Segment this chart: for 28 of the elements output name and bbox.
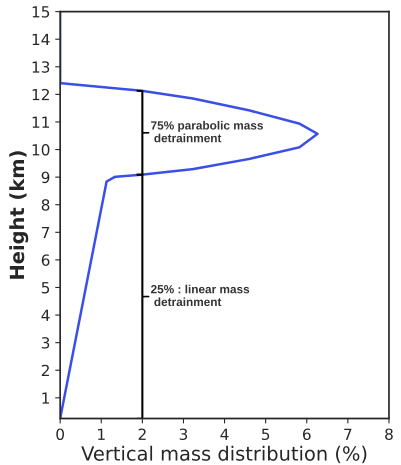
x-tick-label: 0 (56, 428, 64, 440)
y-tick-label: 12 (32, 88, 49, 100)
y-tick-label: 6 (42, 254, 50, 266)
y-tick-label: 7 (42, 226, 50, 238)
x-axis-title: Vertical mass distribution (%) (81, 446, 366, 464)
y-tick-label: 1 (42, 392, 50, 404)
y-tick-label: 14 (32, 34, 50, 46)
y-tick-label: 3 (42, 337, 50, 349)
y-tick-label: 2 (42, 364, 49, 376)
x-tick-label: 5 (262, 428, 270, 440)
y-tick-label: 5 (42, 282, 50, 294)
y-tick-label: 10 (32, 144, 50, 156)
y-tick-label: 8 (42, 199, 50, 211)
x-tick-label: 4 (220, 428, 229, 440)
annotation: 75% parabolic mass detrainment (151, 120, 263, 142)
x-tick-label: 8 (385, 428, 393, 440)
y-tick-label: 4 (41, 310, 50, 321)
x-tick-label: 6 (302, 428, 311, 440)
annotation: 25% : linear mass detrainment (150, 284, 250, 306)
y-tick-label: 11 (32, 116, 50, 128)
y-tick-label: 9 (42, 172, 50, 184)
x-tick-label: 2 (138, 428, 146, 440)
y-axis-title: Height (km) (9, 151, 28, 279)
x-tick-label: 1 (98, 428, 105, 440)
x-tick-label: 3 (180, 428, 188, 440)
y-tick-label: 13 (32, 61, 50, 73)
y-tick-label: 15 (32, 6, 50, 18)
x-tick-label: 7 (344, 428, 352, 440)
